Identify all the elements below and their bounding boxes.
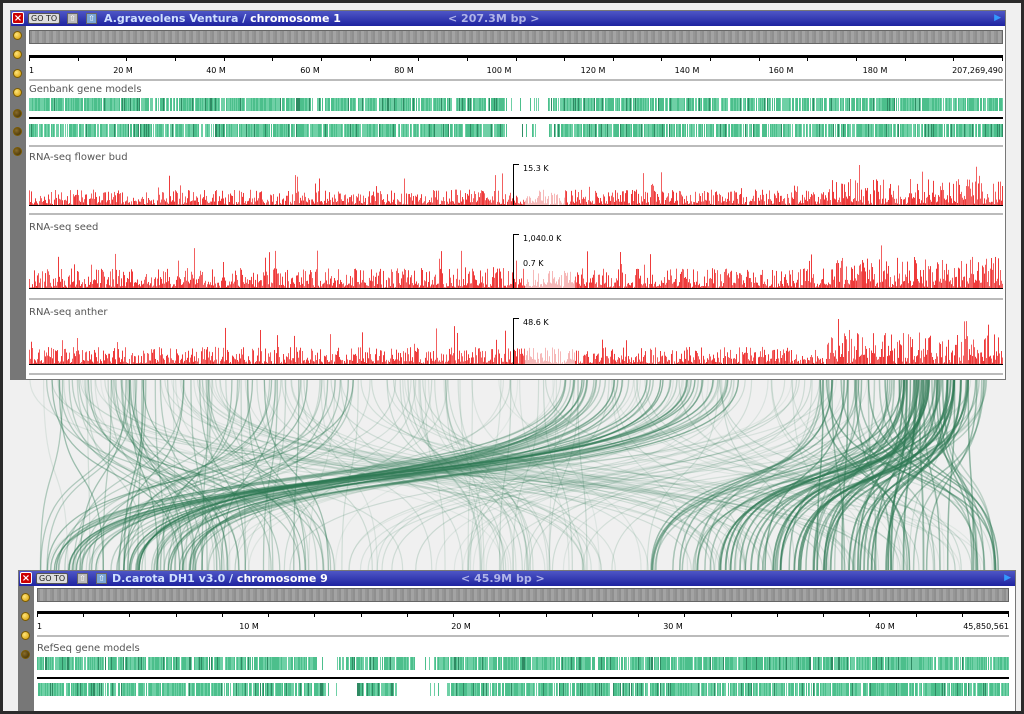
ruler-tick-label: 80 M <box>394 66 414 75</box>
scale-label: 15.3 K <box>523 164 549 173</box>
track-label-flower-bud: RNA-seq flower bud <box>29 152 128 163</box>
close-icon[interactable]: × <box>20 572 32 584</box>
track-label-seed: RNA-seq seed <box>29 222 99 233</box>
species-name: D.carota DH1 v3.0 / <box>112 572 234 585</box>
chromosome-overview[interactable] <box>29 30 1003 44</box>
track-toggle-icon[interactable] <box>13 88 22 97</box>
chromosome-name: chromosome 1 <box>250 12 341 25</box>
export-icon[interactable]: ⇧ <box>96 573 107 584</box>
track-separator <box>29 145 1003 147</box>
track-toggle-icon[interactable] <box>13 147 22 156</box>
track-toggle-icon[interactable] <box>13 109 22 118</box>
panel-sidebar <box>19 586 34 714</box>
coordinate-ruler: 1 10 M 20 M 30 M 40 M 45,850,561 <box>37 611 1009 633</box>
ruler-tick-label: 20 M <box>451 622 471 631</box>
track-label-genes: Genbank gene models <box>29 84 142 95</box>
gene-track-forward[interactable] <box>37 657 1009 670</box>
track-toggle-icon[interactable] <box>13 31 22 40</box>
track-toggle-icon[interactable] <box>13 69 22 78</box>
track-toggle-icon[interactable] <box>13 50 22 59</box>
coordinate-ruler: 1 20 M 40 M 60 M 80 M 100 M 120 M 140 M 160 M 180… <box>29 55 1003 77</box>
track-separator <box>29 298 1003 300</box>
play-icon[interactable]: ▶ <box>1004 573 1011 583</box>
rna-seq-flower-bud-histogram[interactable] <box>29 162 1003 206</box>
ruler-tick-label: 160 M <box>768 66 794 75</box>
ruler-tick-label: 100 M <box>486 66 512 75</box>
strand-divider <box>37 677 1009 679</box>
size-label[interactable]: < 207.3M bp > <box>448 12 540 25</box>
close-icon[interactable]: × <box>12 12 24 24</box>
goto-button[interactable]: GO TO <box>36 573 69 584</box>
panel-title: A.graveolens Ventura / chromosome 1 <box>104 11 341 26</box>
ruler-tick-label: 30 M <box>663 622 683 631</box>
play-icon[interactable]: ▶ <box>994 13 1001 23</box>
scale-label-mid: 0.7 K <box>523 259 544 268</box>
ruler-tick-label: 40 M <box>206 66 226 75</box>
strand-divider <box>29 117 1003 119</box>
rna-seq-anther-histogram[interactable] <box>29 316 1003 365</box>
ruler-tick-label: 45,850,561 <box>963 622 1009 631</box>
ruler-tick-label: 180 M <box>862 66 888 75</box>
ruler-tick-label: 60 M <box>300 66 320 75</box>
ruler-tick-label: 120 M <box>580 66 606 75</box>
gene-track-reverse[interactable] <box>37 683 1009 696</box>
panel-sidebar <box>11 26 26 380</box>
export-icon[interactable]: ⇧ <box>86 13 97 24</box>
goto-button[interactable]: GO TO <box>28 13 61 24</box>
track-label-anther: RNA-seq anther <box>29 307 108 318</box>
gene-track-reverse[interactable] <box>29 124 1003 137</box>
ruler-tick-label: 40 M <box>875 622 895 631</box>
track-label-genes: RefSeq gene models <box>37 643 140 654</box>
track-separator <box>29 79 1003 81</box>
panel-title: D.carota DH1 v3.0 / chromosome 9 <box>112 571 328 586</box>
track-toggle-icon[interactable] <box>21 631 30 640</box>
track-toggle-icon[interactable] <box>21 593 30 602</box>
scale-label-top: 1,040.0 K <box>523 234 562 243</box>
top-panel-titlebar[interactable]: × GO TO ⇧ ⇧ A.graveolens Ventura / chrom… <box>11 11 1005 26</box>
chromosome-overview[interactable] <box>37 588 1009 602</box>
gene-track-forward[interactable] <box>29 98 1003 111</box>
track-toggle-icon[interactable] <box>13 127 22 136</box>
ruler-tick-label: 20 M <box>113 66 133 75</box>
ruler-tick-label: 10 M <box>239 622 259 631</box>
size-label[interactable]: < 45.9M bp > <box>461 572 545 585</box>
ruler-tick-label: 1 <box>29 66 35 75</box>
track-separator <box>29 213 1003 215</box>
ruler-tick-label: 140 M <box>674 66 700 75</box>
upload-icon[interactable]: ⇧ <box>67 13 78 24</box>
track-toggle-icon[interactable] <box>21 650 30 659</box>
scale-label: 48.6 K <box>523 318 549 327</box>
track-separator <box>37 635 1009 637</box>
track-toggle-icon[interactable] <box>21 612 30 621</box>
chromosome-name: chromosome 9 <box>236 572 328 585</box>
bottom-panel-titlebar[interactable]: × GO TO ⇧ ⇧ D.carota DH1 v3.0 / chromoso… <box>19 571 1015 586</box>
ruler-tick-label: 1 <box>37 622 43 631</box>
top-genome-panel: × GO TO ⇧ ⇧ A.graveolens Ventura / chrom… <box>10 10 1006 380</box>
bottom-genome-panel: × GO TO ⇧ ⇧ D.carota DH1 v3.0 / chromoso… <box>18 570 1016 714</box>
track-separator <box>29 373 1003 375</box>
ruler-tick-label: 207,269,490 <box>952 66 1003 75</box>
rna-seq-seed-histogram[interactable] <box>29 232 1003 289</box>
species-name: A.graveolens Ventura / <box>104 12 247 25</box>
upload-icon[interactable]: ⇧ <box>77 573 88 584</box>
